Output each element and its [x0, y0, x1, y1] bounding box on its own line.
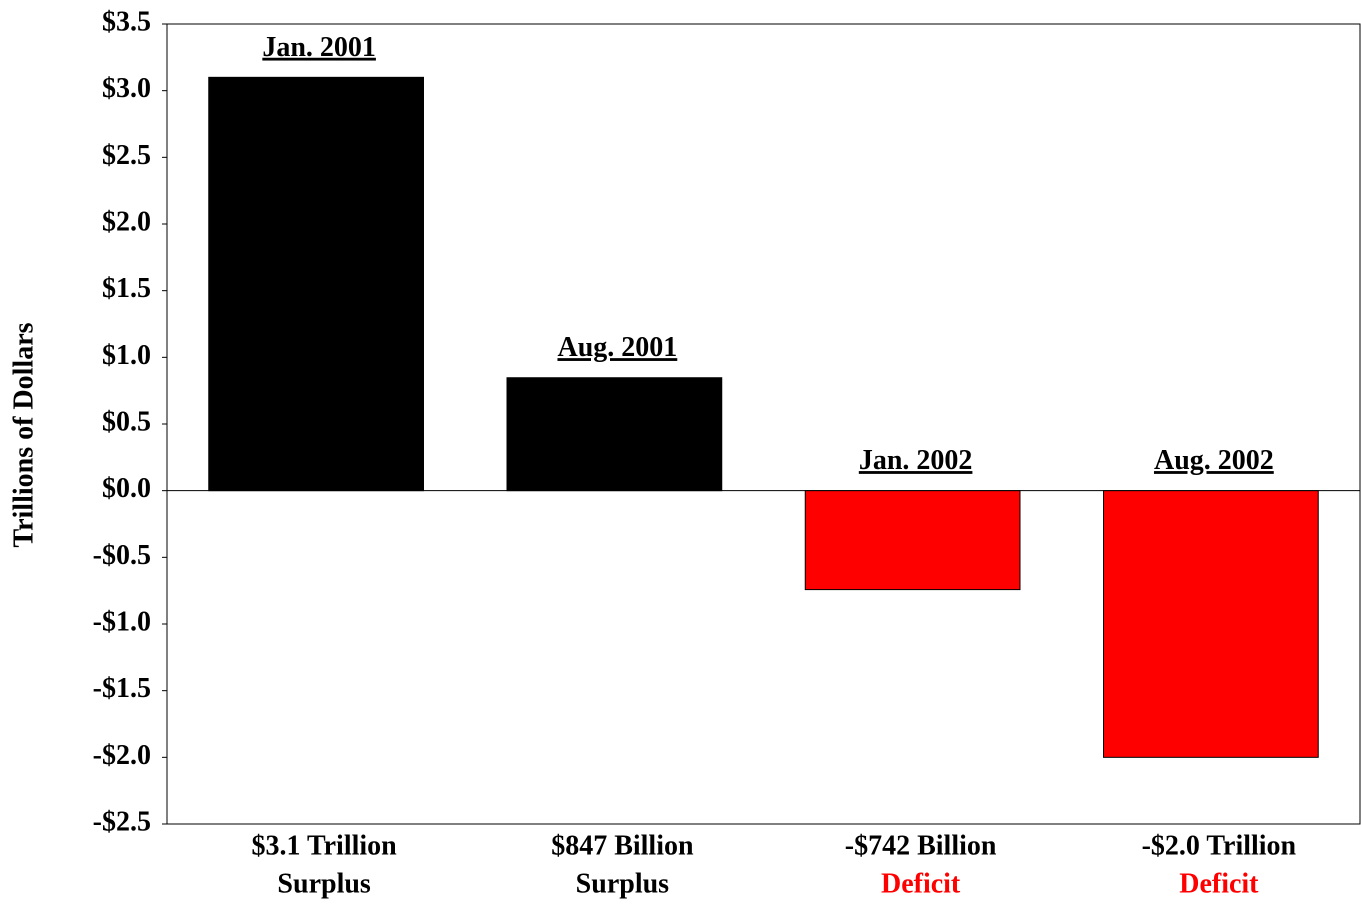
- y-tick-label: -$2.0: [93, 740, 151, 771]
- y-tick-label: -$2.5: [93, 806, 151, 837]
- y-tick-label: $1.0: [102, 340, 151, 371]
- y-tick-label: $0.5: [102, 406, 151, 437]
- value-annotation: Surplus: [576, 868, 669, 899]
- y-tick-label: $2.5: [102, 140, 151, 171]
- value-label: $847 Billion: [551, 830, 694, 861]
- bar: [208, 76, 424, 492]
- category-label: Jan. 2002: [859, 445, 973, 476]
- y-tick-label: $2.0: [102, 206, 151, 237]
- value-annotation: Deficit: [1179, 868, 1259, 899]
- y-tick-label: $3.5: [102, 6, 151, 37]
- y-tick-label: -$0.5: [93, 540, 151, 571]
- y-tick-label: $1.5: [102, 273, 151, 304]
- y-tick-label: -$1.0: [93, 606, 151, 637]
- category-label: Aug. 2002: [1154, 445, 1274, 476]
- y-tick-label: -$1.5: [93, 673, 151, 704]
- bar: [804, 490, 1021, 591]
- bar: [1103, 490, 1319, 758]
- bar: [506, 377, 723, 492]
- y-tick-label: $0.0: [102, 473, 151, 504]
- value-label: -$2.0 Trillion: [1142, 830, 1297, 861]
- category-label: Aug. 2001: [557, 332, 677, 363]
- y-tick-label: $3.0: [102, 73, 151, 104]
- y-axis-label: Trillions of Dollars: [8, 322, 39, 547]
- category-label: Jan. 2001: [262, 32, 376, 63]
- value-annotation: Surplus: [277, 868, 370, 899]
- value-annotation: Deficit: [881, 868, 961, 899]
- value-label: -$742 Billion: [845, 830, 997, 861]
- value-label: $3.1 Trillion: [252, 830, 398, 861]
